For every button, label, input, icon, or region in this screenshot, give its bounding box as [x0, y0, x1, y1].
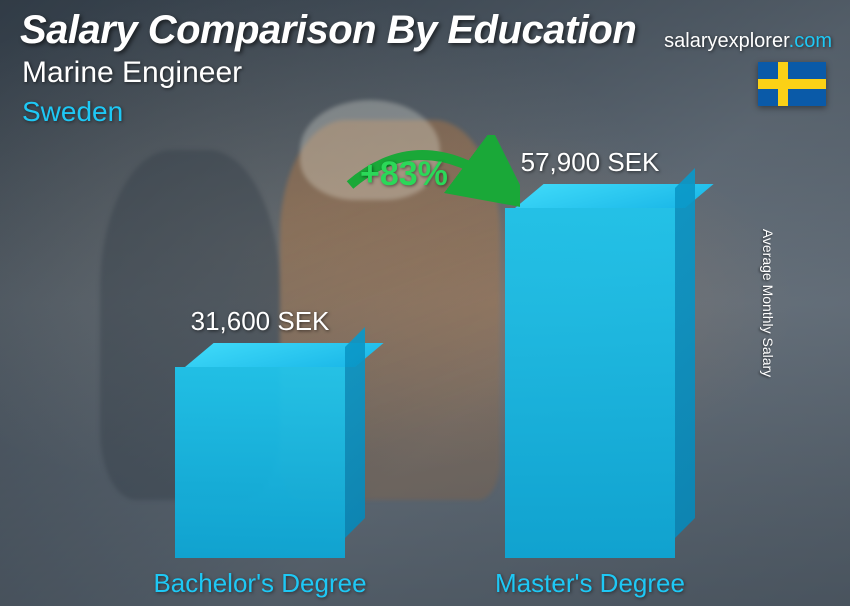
- bar-3d-shape: [505, 208, 675, 558]
- chart-title: Salary Comparison By Education: [20, 8, 636, 53]
- bar-category-label: Master's Degree: [495, 568, 685, 599]
- sweden-flag-icon: [758, 62, 826, 106]
- bar-3d-shape: [175, 367, 345, 558]
- source-name: salaryexplorer: [664, 30, 789, 52]
- percent-change-label: +83%: [360, 155, 448, 194]
- bar-value-label: 57,900 SEK: [521, 147, 660, 178]
- bar-masters: 57,900 SEK Master's Degree: [505, 208, 675, 558]
- content-layer: Salary Comparison By Education Marine En…: [0, 0, 850, 606]
- bar-side-face: [675, 168, 695, 538]
- job-title: Marine Engineer: [22, 56, 242, 90]
- bar-front-face: [505, 208, 675, 558]
- bar-category-label: Bachelor's Degree: [153, 568, 366, 599]
- bar-bachelors: 31,600 SEK Bachelor's Degree: [175, 367, 345, 558]
- chart-container: Salary Comparison By Education Marine En…: [0, 0, 850, 606]
- source-attribution: salaryexplorer.com: [664, 30, 832, 53]
- country-name: Sweden: [22, 96, 123, 128]
- bar-front-face: [175, 367, 345, 558]
- bar-value-label: 31,600 SEK: [191, 306, 330, 337]
- source-domain: .com: [789, 30, 832, 52]
- bar-side-face: [345, 327, 365, 538]
